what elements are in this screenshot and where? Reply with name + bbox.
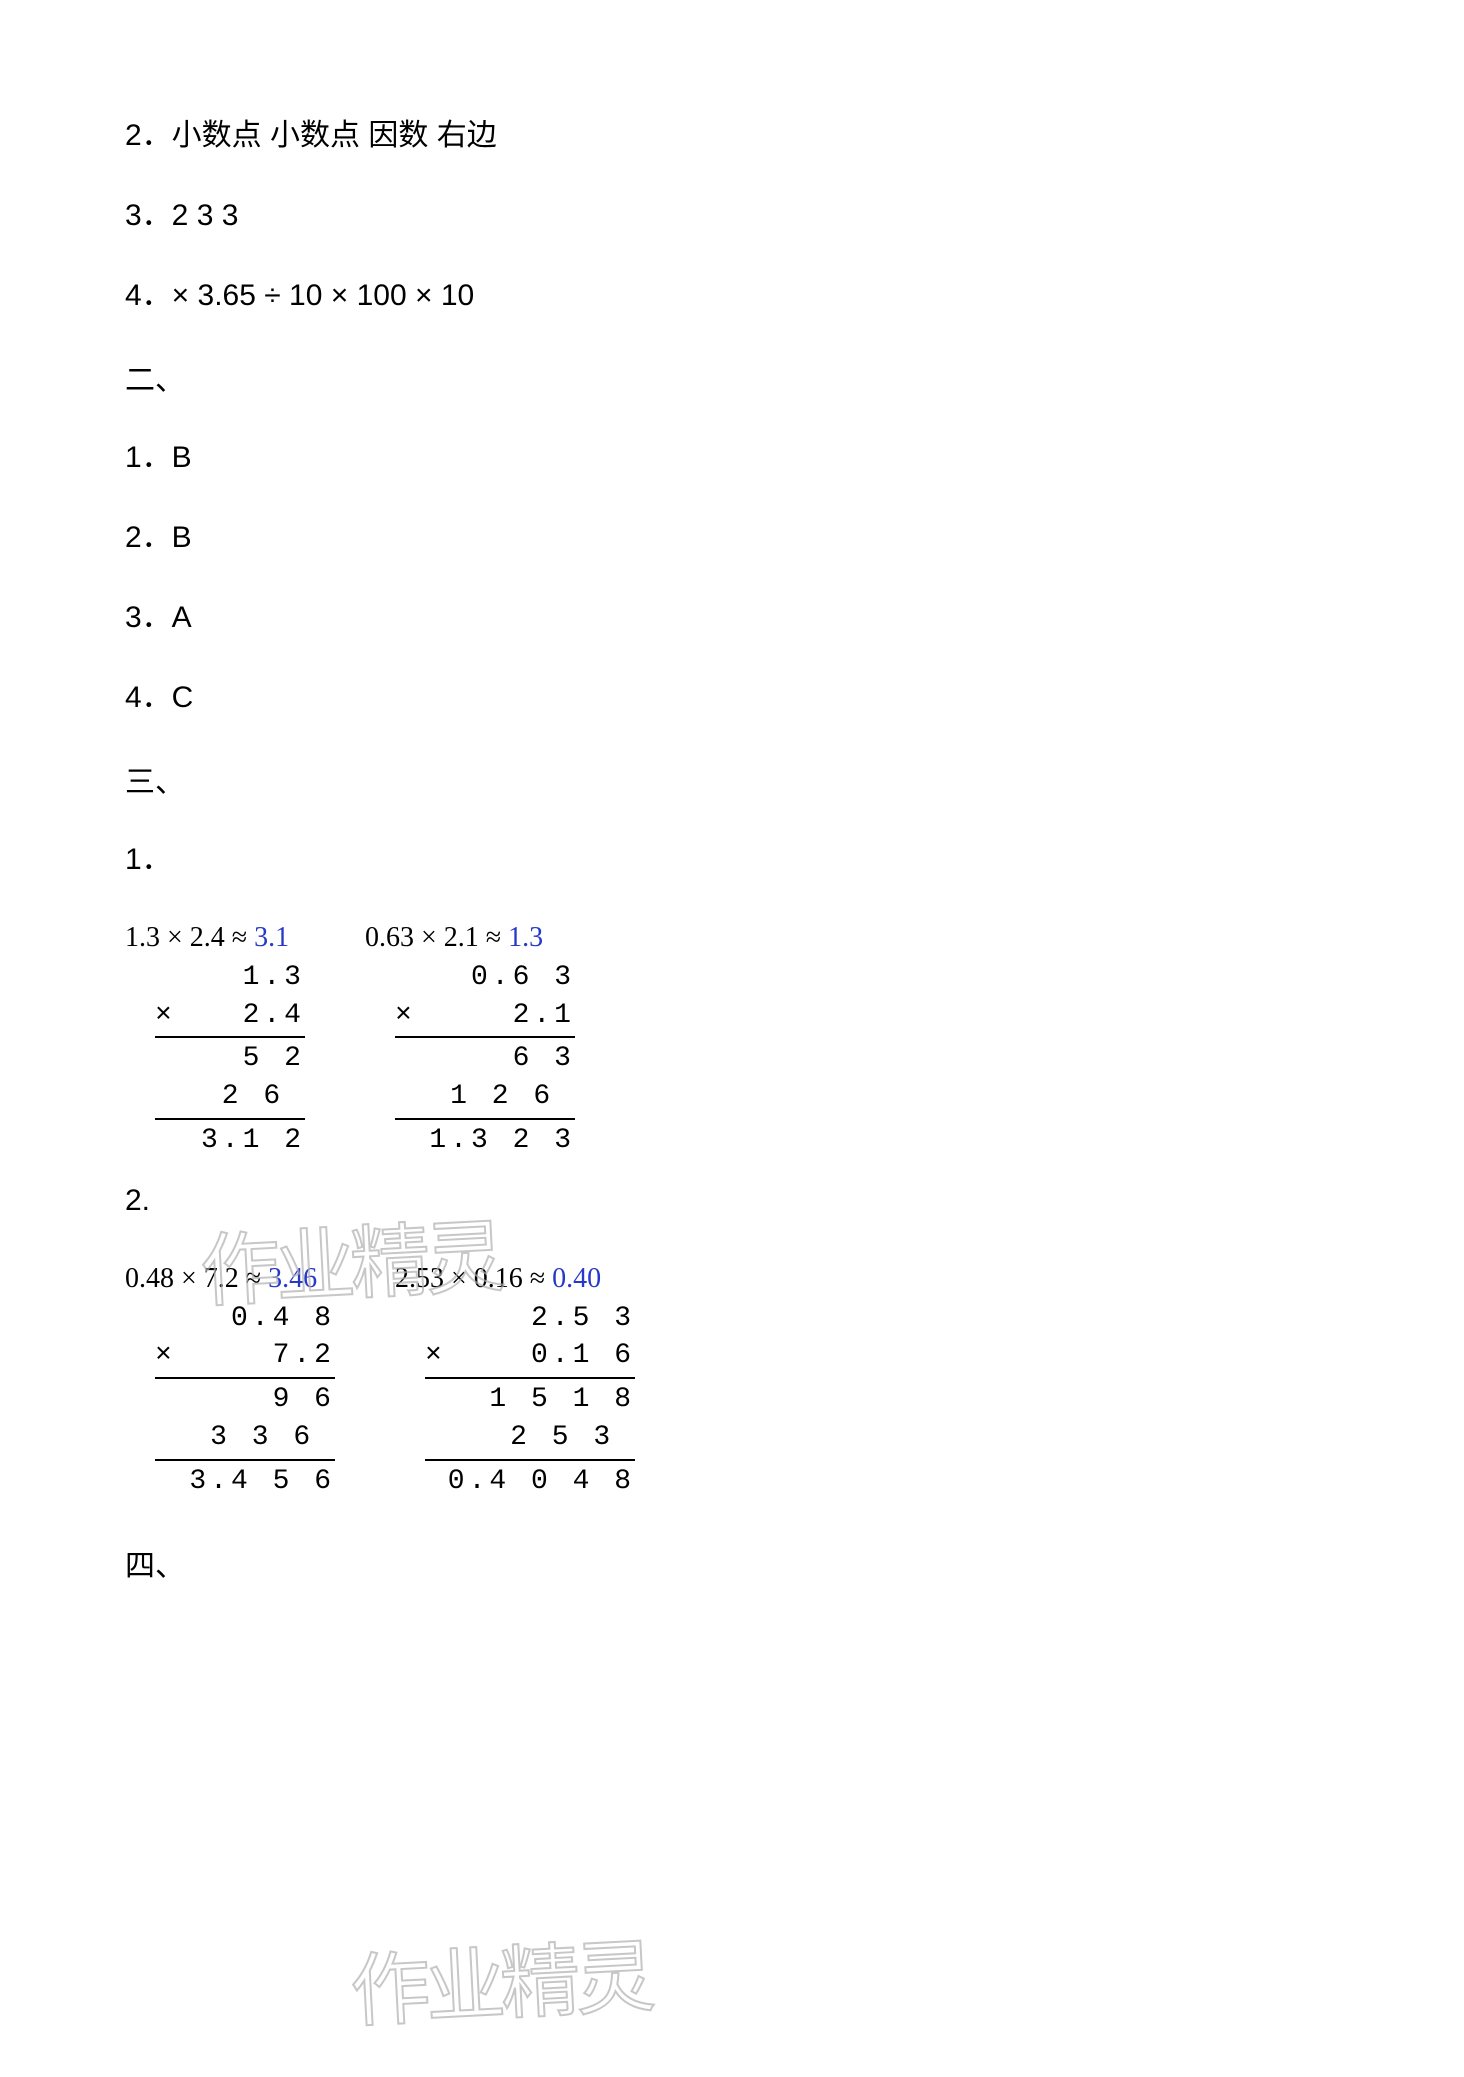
calc-2-left-expr: 0.48 × 7.2 ≈ [125,1263,268,1294]
calc-1-left-r3: 5 2 [155,1040,305,1078]
calc-row-1: 1.3 × 2.4 ≈ 3.1 1.3 ×2.4 5 2 2 6 3.1 2 0… [125,919,1339,1160]
section-2-a2: 2．B [125,517,1339,559]
calc-1-right-header: 0.63 × 2.1 ≈ 1.3 [365,919,575,957]
calc-1-right-r5: 1.3 2 3 [395,1122,575,1160]
rule-line [395,1036,575,1038]
answer-line-4: 4．× 3.65 ÷ 10 × 100 × 10 [125,275,1339,317]
section-2-header: 二、 [125,355,1339,399]
calc-2-left-header: 0.48 × 7.2 ≈ 3.46 [125,1260,335,1298]
section-2-a4: 4．C [125,677,1339,719]
calc-1-left: 1.3 × 2.4 ≈ 3.1 1.3 ×2.4 5 2 2 6 3.1 2 [125,919,305,1160]
watermark-2: 作业精灵 [347,1912,653,2044]
calc-1-left-header: 1.3 × 2.4 ≈ 3.1 [125,919,305,957]
calc-row-2: 0.48 × 7.2 ≈ 3.46 0.4 8 ×7.2 9 6 3 3 6 3… [125,1260,1339,1501]
rule-line [425,1377,635,1379]
rule-line [425,1459,635,1461]
section-3-sub2: 2. [125,1180,1339,1222]
calc-1-right-r1: 0.6 3 [395,959,575,997]
calc-2-right-r2: ×0.1 6 [425,1337,635,1375]
section-3-header: 三、 [125,757,1339,801]
calc-1-left-r1: 1.3 [155,959,305,997]
calc-1-right-result: 1.3 [508,922,543,953]
calc-2-left-r1: 0.4 8 [155,1300,335,1338]
section-2-a1: 1．B [125,437,1339,479]
answer-line-3: 3．2 3 3 [125,195,1339,237]
calc-1-left-r4: 2 6 [155,1078,305,1116]
calc-2-right-r3: 1 5 1 8 [425,1381,635,1419]
calc-2-left-result: 3.46 [268,1263,317,1294]
calc-2-right-r4: 2 5 3 [425,1419,635,1457]
rule-line [395,1118,575,1120]
calc-2-right-r1: 2.5 3 [425,1300,635,1338]
rule-line [155,1377,335,1379]
calc-2-right-r5: 0.4 0 4 8 [425,1463,635,1501]
calc-2-right-expr: 2.53 × 0.16 ≈ [395,1263,552,1294]
section-3-sub1: 1． [125,839,1339,881]
calc-2-left-r4: 3 3 6 [155,1419,335,1457]
calc-1-left-expr: 1.3 × 2.4 ≈ [125,922,254,953]
calc-2-right-result: 0.40 [552,1263,601,1294]
answer-line-2: 2．小数点 小数点 因数 右边 [125,115,1339,157]
calc-1-right-r2: ×2.1 [395,997,575,1035]
rule-line [155,1118,305,1120]
calc-1-left-r2: ×2.4 [155,997,305,1035]
calc-1-right: 0.63 × 2.1 ≈ 1.3 0.6 3 ×2.1 6 3 1 2 6 1.… [365,919,575,1160]
calc-2-left-r3: 9 6 [155,1381,335,1419]
calc-2-right: 2.53 × 0.16 ≈ 0.40 2.5 3 ×0.1 6 1 5 1 8 … [395,1260,635,1501]
rule-line [155,1459,335,1461]
calc-1-left-result: 3.1 [254,922,289,953]
section-4-header: 四、 [125,1541,1339,1585]
calc-1-right-expr: 0.63 × 2.1 ≈ [365,922,508,953]
section-2-a3: 3．A [125,597,1339,639]
calc-2-left-r2: ×7.2 [155,1337,335,1375]
calc-1-right-r3: 6 3 [395,1040,575,1078]
calc-2-right-header: 2.53 × 0.16 ≈ 0.40 [395,1260,635,1298]
calc-2-left: 0.48 × 7.2 ≈ 3.46 0.4 8 ×7.2 9 6 3 3 6 3… [125,1260,335,1501]
calc-2-left-r5: 3.4 5 6 [155,1463,335,1501]
rule-line [155,1036,305,1038]
calc-1-left-r5: 3.1 2 [155,1122,305,1160]
calc-1-right-r4: 1 2 6 [395,1078,575,1116]
